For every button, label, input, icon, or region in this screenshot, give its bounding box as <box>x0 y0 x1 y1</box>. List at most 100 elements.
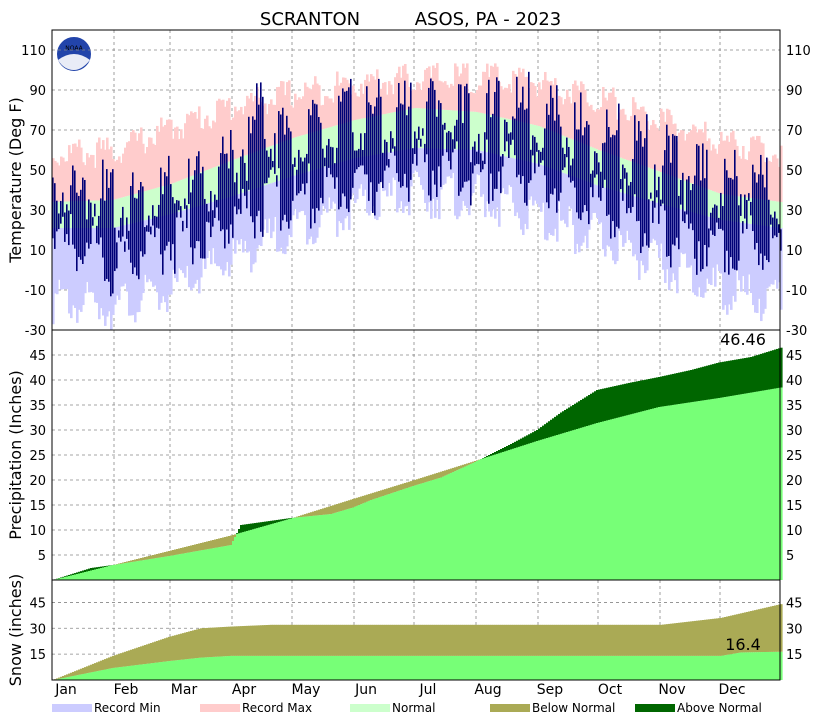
snow-fill-bar <box>642 655 645 680</box>
record-min-bar <box>250 190 253 273</box>
snow-fill-bar <box>490 655 493 680</box>
above-normal-bar <box>538 428 541 441</box>
precip-fill-bar <box>142 560 145 580</box>
snow-below-normal-bar <box>126 651 129 667</box>
precip-fill-bar <box>460 468 463 580</box>
observed-temp-bar <box>704 178 706 245</box>
below-normal-bar <box>438 472 441 479</box>
above-normal-bar <box>86 569 89 572</box>
precip-fill-bar <box>574 429 577 580</box>
month-label: Nov <box>658 682 685 698</box>
snow-below-normal-bar <box>764 607 767 652</box>
snow-below-normal-bar <box>282 624 285 656</box>
above-normal-bar <box>556 415 559 435</box>
snow-fill-bar <box>522 655 525 680</box>
y-tick-label-left: 10 <box>29 244 46 259</box>
precip-fill-bar <box>720 397 723 580</box>
precip-fill-bar <box>204 549 207 580</box>
record-max-bar <box>374 79 377 116</box>
snow-below-normal-bar <box>264 625 267 656</box>
record-min-bar <box>776 227 779 289</box>
observed-temp-bar <box>722 206 724 231</box>
precip-fill-bar <box>466 465 469 580</box>
precip-fill-bar <box>274 523 277 580</box>
snow-below-normal-bar <box>236 626 239 656</box>
snow-fill-bar <box>182 659 185 680</box>
y-tick-label-left: 15 <box>29 499 46 514</box>
precip-fill-bar <box>726 396 729 580</box>
normal-bar <box>150 189 153 219</box>
observed-temp-bar <box>752 164 754 232</box>
record-min-bar <box>206 203 209 258</box>
precip-fill-bar <box>118 564 121 580</box>
record-max-bar <box>120 162 123 198</box>
precip-fill-bar <box>718 398 721 580</box>
record-min-bar <box>594 184 597 213</box>
above-normal-bar <box>62 576 65 578</box>
snow-below-normal-bar <box>166 637 169 662</box>
snow-below-normal-bar <box>674 623 677 656</box>
below-normal-bar <box>390 487 393 494</box>
observed-temp-bar <box>588 124 590 225</box>
snow-below-normal-bar <box>622 624 625 656</box>
observed-temp-bar <box>234 182 236 207</box>
observed-temp-bar <box>510 132 512 145</box>
observed-temp-bar <box>448 130 450 161</box>
record-min-bar <box>486 152 489 202</box>
record-max-bar <box>530 82 533 125</box>
record-min-bar <box>102 228 105 316</box>
observed-temp-bar <box>380 96 382 183</box>
above-normal-bar <box>598 389 601 423</box>
normal-bar <box>570 138 573 176</box>
record-min-bar <box>760 225 763 322</box>
snow-below-normal-bar <box>180 633 183 660</box>
snow-fill-bar <box>292 655 295 680</box>
record-max-bar <box>286 82 289 141</box>
snow-below-normal-bar <box>72 671 75 676</box>
record-max-bar <box>296 99 299 137</box>
record-max-bar <box>56 162 59 202</box>
observed-temp-bar <box>576 129 578 213</box>
snow-fill-bar <box>266 655 269 680</box>
record-max-bar <box>598 109 601 150</box>
snow-below-normal-bar <box>708 619 711 656</box>
observed-temp-bar <box>534 136 536 174</box>
above-normal-bar <box>666 375 669 406</box>
observed-temp-bar <box>190 192 192 248</box>
below-normal-bar <box>192 545 195 552</box>
precip-fill-bar <box>572 430 575 580</box>
observed-temp-bar <box>676 135 678 238</box>
record-min-bar <box>676 208 679 294</box>
snow-below-normal-bar <box>780 604 783 652</box>
observed-temp-bar <box>318 116 320 211</box>
record-min-bar <box>188 208 191 288</box>
record-max-bar <box>416 82 419 109</box>
snow-fill-bar <box>374 655 377 680</box>
snow-below-normal-bar <box>778 604 781 652</box>
snow-fill-bar <box>80 674 83 680</box>
snow-below-normal-bar <box>744 612 747 653</box>
normal-bar <box>322 129 325 168</box>
record-min-bar <box>394 151 397 181</box>
precip-fill-bar <box>246 530 249 580</box>
record-min-bar <box>84 228 87 294</box>
snow-below-normal-bar <box>546 624 549 656</box>
record-min-bar <box>126 224 129 292</box>
record-max-bar <box>88 157 91 201</box>
snow-below-normal-bar <box>616 624 619 656</box>
snow-fill-bar <box>256 655 259 680</box>
observed-temp-bar <box>744 194 746 219</box>
record-max-bar <box>722 140 725 195</box>
normal-bar <box>176 181 179 213</box>
precip-fill-bar <box>388 494 391 580</box>
precip-fill-bar <box>468 464 471 580</box>
snow-fill-bar <box>448 655 451 680</box>
record-max-bar <box>302 96 305 136</box>
snow-fill-bar <box>336 655 339 680</box>
above-normal-bar <box>750 357 753 393</box>
snow-fill-bar <box>634 655 637 680</box>
precip-fill-bar <box>368 500 371 580</box>
precip-fill-bar <box>770 389 773 580</box>
precip-fill-bar <box>656 407 659 580</box>
snow-fill-bar <box>202 657 205 680</box>
